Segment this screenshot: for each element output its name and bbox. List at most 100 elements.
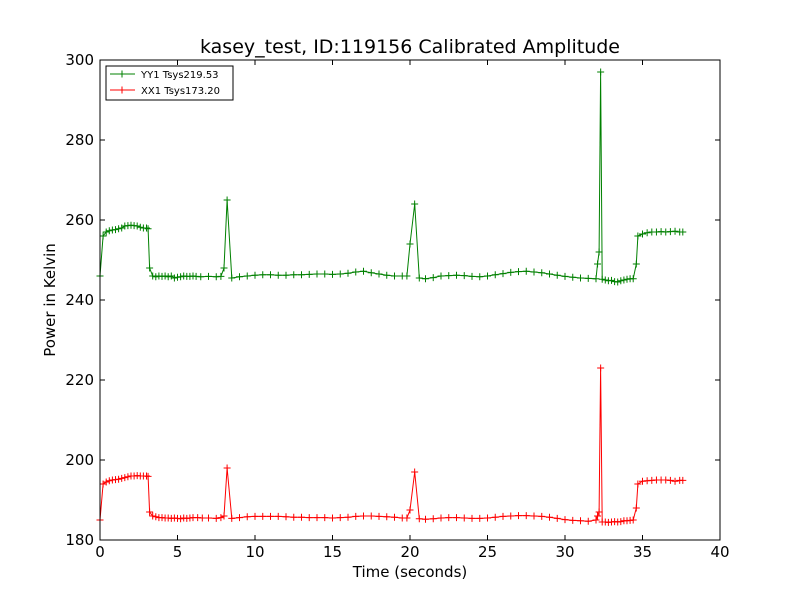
data-point-yy1 <box>530 268 538 276</box>
data-point-yy1 <box>553 271 561 279</box>
data-point-xx1 <box>445 514 453 522</box>
data-point-xx1 <box>507 512 515 520</box>
data-point-yy1 <box>251 271 259 279</box>
data-point-yy1 <box>243 272 251 280</box>
data-point-yy1 <box>152 273 160 281</box>
data-point-xx1 <box>391 513 398 521</box>
data-point-yy1 <box>620 276 628 284</box>
y-tick-label: 200 <box>65 451 94 469</box>
data-point-xx1 <box>403 514 411 522</box>
data-point-xx1 <box>251 512 259 520</box>
data-point-xx1 <box>515 512 522 520</box>
data-point-xx1 <box>375 512 383 520</box>
y-tick-label: 220 <box>65 371 94 389</box>
data-point-yy1 <box>102 228 110 236</box>
data-point-yy1 <box>267 271 274 279</box>
data-point-xx1 <box>336 514 344 522</box>
data-point-xx1 <box>267 512 274 520</box>
legend-label-yy1: YY1 Tsys219.53 <box>140 70 219 81</box>
data-point-xx1 <box>329 514 336 522</box>
data-point-yy1 <box>561 272 569 280</box>
data-point-yy1 <box>344 269 352 277</box>
data-point-xx1 <box>597 364 605 372</box>
legend-box <box>105 65 234 101</box>
y-tick-label: 260 <box>65 211 94 229</box>
data-point-yy1 <box>484 272 491 280</box>
data-point-yy1 <box>197 273 205 281</box>
data-point-yy1 <box>584 274 592 282</box>
data-point-xx1 <box>453 514 460 522</box>
data-point-xx1 <box>118 474 126 482</box>
y-tick-label: 280 <box>65 131 94 149</box>
data-point-xx1 <box>632 504 640 512</box>
data-point-xx1 <box>429 515 437 523</box>
data-point-xx1 <box>290 513 298 521</box>
data-point-yy1 <box>445 272 453 280</box>
data-point-xx1 <box>584 517 592 525</box>
data-point-xx1 <box>666 476 674 484</box>
data-point-xx1 <box>538 512 546 520</box>
data-point-yy1 <box>569 273 577 281</box>
data-point-yy1 <box>274 271 282 279</box>
data-point-yy1 <box>468 272 476 280</box>
data-point-xx1 <box>344 513 352 521</box>
data-point-xx1 <box>577 517 584 525</box>
data-point-yy1 <box>629 275 637 283</box>
data-point-yy1 <box>643 229 651 237</box>
data-point-yy1 <box>360 267 367 275</box>
legend-marker-xx1 <box>118 86 126 94</box>
data-point-yy1 <box>282 271 290 279</box>
data-point-xx1 <box>367 512 375 520</box>
x-tick-label: 10 <box>245 543 264 561</box>
data-point-xx1 <box>282 513 290 521</box>
data-point-yy1 <box>259 271 267 279</box>
x-tick-label: 0 <box>95 543 105 561</box>
data-point-yy1 <box>298 271 305 279</box>
data-point-yy1 <box>403 272 411 280</box>
data-point-xx1 <box>422 515 429 523</box>
data-point-xx1 <box>594 512 602 520</box>
data-point-xx1 <box>360 512 367 520</box>
data-point-yy1 <box>228 274 236 282</box>
data-point-yy1 <box>598 275 606 283</box>
data-point-yy1 <box>105 227 113 235</box>
data-point-yy1 <box>133 222 141 230</box>
data-point-xx1 <box>561 516 569 524</box>
data-point-yy1 <box>592 275 600 283</box>
x-tick-label: 35 <box>633 543 652 561</box>
data-point-xx1 <box>415 515 423 523</box>
data-point-xx1 <box>546 513 553 521</box>
data-point-xx1 <box>144 472 152 480</box>
data-point-yy1 <box>679 228 687 236</box>
data-point-xx1 <box>530 512 538 520</box>
data-point-xx1 <box>553 514 561 522</box>
data-point-yy1 <box>383 271 391 279</box>
data-point-xx1 <box>383 513 391 521</box>
data-point-xx1 <box>491 513 499 521</box>
data-point-yy1 <box>220 264 228 272</box>
data-point-xx1 <box>679 476 687 484</box>
data-point-xx1 <box>217 514 225 522</box>
data-point-yy1 <box>453 271 460 279</box>
data-point-yy1 <box>507 268 515 276</box>
y-tick-label: 180 <box>65 531 94 549</box>
data-point-yy1 <box>476 273 484 281</box>
data-point-xx1 <box>468 514 476 522</box>
data-point-yy1 <box>546 270 553 278</box>
data-point-xx1 <box>629 516 637 524</box>
data-point-yy1 <box>321 270 329 278</box>
data-point-yy1 <box>411 200 419 208</box>
data-point-xx1 <box>274 512 282 520</box>
data-point-xx1 <box>236 514 243 522</box>
data-point-yy1 <box>149 272 157 280</box>
data-point-xx1 <box>406 506 414 514</box>
data-point-yy1 <box>115 225 123 233</box>
data-point-xx1 <box>411 468 419 476</box>
data-point-xx1 <box>152 513 160 521</box>
data-point-yy1 <box>170 274 178 282</box>
data-point-yy1 <box>639 230 646 238</box>
data-point-yy1 <box>406 240 414 248</box>
data-point-xx1 <box>437 514 445 522</box>
data-point-xx1 <box>617 518 625 526</box>
